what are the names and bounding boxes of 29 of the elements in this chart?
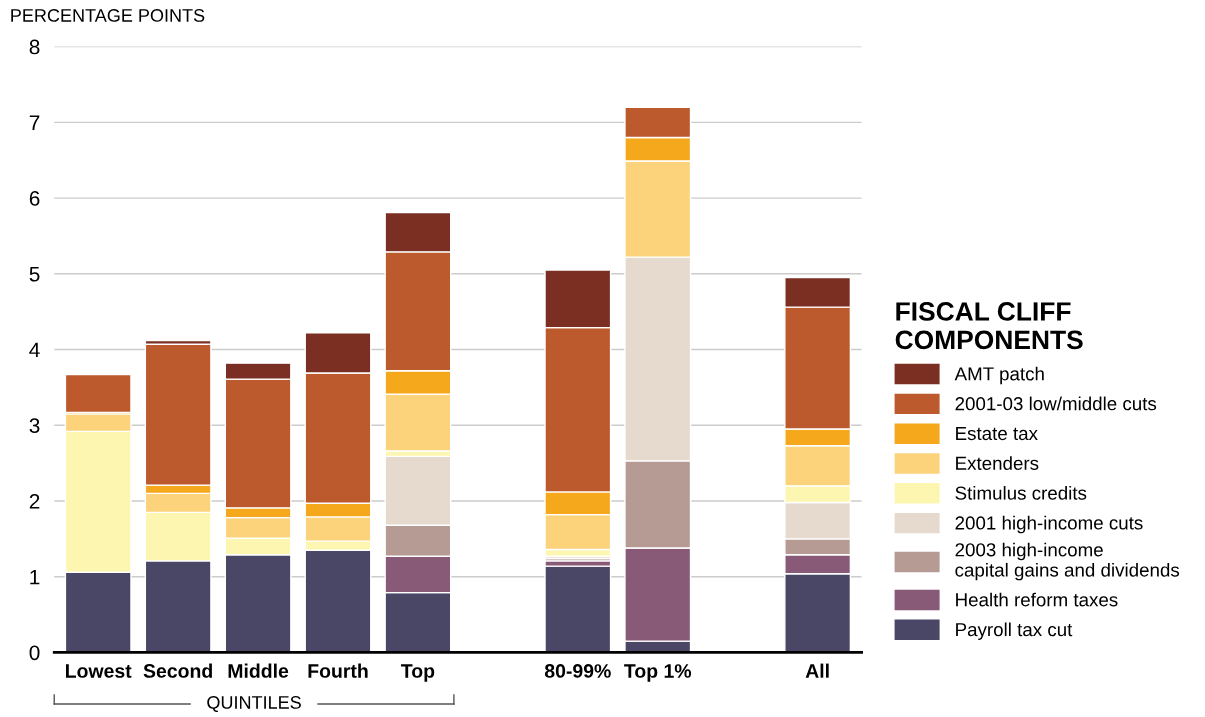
legend-label: Health reform taxes [956, 592, 1118, 607]
y-tick-label: 4 [29, 342, 40, 358]
x-tick-label: Top 1% [624, 664, 692, 682]
y-tick-label: 8 [29, 39, 40, 55]
legend-label: 2001-03 low/middle cuts [955, 396, 1157, 411]
y-tick-label: 7 [29, 115, 40, 130]
legend-label: Extenders [956, 456, 1039, 470]
legend-label: 2001 high-income cuts [955, 515, 1143, 534]
legend-label: 2003 high-income capital gains and dividends [955, 542, 1180, 581]
x-tick-label: 80-99% [544, 664, 611, 678]
y-tick-label: 5 [29, 267, 40, 282]
text: QUINTILES [207, 696, 301, 713]
legend-label: Stimulus credits [955, 485, 1087, 500]
y-tick-label: 3 [29, 418, 40, 434]
x-tick-label: Top [401, 664, 435, 682]
y-tick-label: 0 [29, 645, 40, 661]
legend-label: Estate tax [956, 427, 1038, 441]
legend-title: FISCAL CLIFF COMPONENTS [895, 302, 1083, 350]
y-tick-label: 2 [29, 494, 40, 509]
x-tick-label: Fourth [308, 663, 368, 678]
y-axis-title: PERCENTAGE POINTS [11, 9, 205, 22]
x-tick-label: Middle [228, 663, 289, 678]
legend-label: AMT patch [954, 366, 1044, 385]
x-tick-label: All [805, 663, 829, 678]
x-tick-label: Second [143, 663, 212, 678]
legend-label: Payroll tax cut [956, 622, 1073, 640]
x-tick-label: Lowest [66, 664, 132, 678]
y-tick-label: 1 [30, 569, 40, 585]
y-tick-label: 6 [29, 191, 40, 206]
